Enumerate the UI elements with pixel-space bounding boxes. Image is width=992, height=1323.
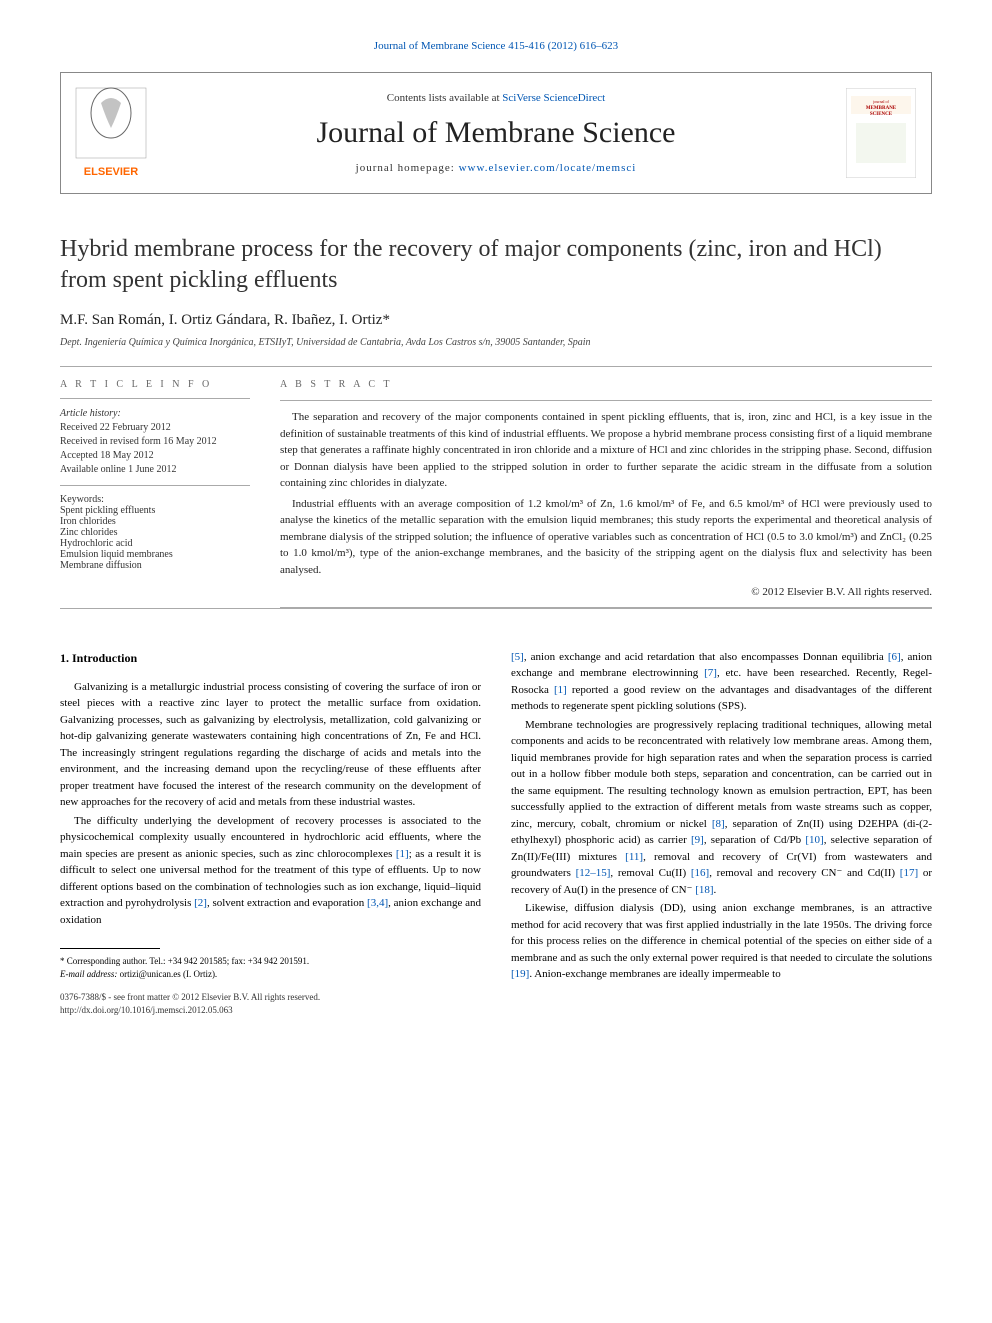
reference-link[interactable]: [10] <box>805 834 823 846</box>
reference-link[interactable]: [12–15] <box>576 867 611 879</box>
doi-line: http://dx.doi.org/10.1016/j.memsci.2012.… <box>60 1004 481 1018</box>
reference-link[interactable]: [5] <box>511 651 524 663</box>
history-accepted: Accepted 18 May 2012 <box>60 449 250 463</box>
svg-text:MEMBRANE: MEMBRANE <box>866 106 897 111</box>
header-center: Contents lists available at SciVerse Sci… <box>161 73 831 193</box>
abstract-p1: The separation and recovery of the major… <box>280 409 932 492</box>
journal-reference: Journal of Membrane Science 415-416 (201… <box>60 40 932 52</box>
reference-link[interactable]: [16] <box>691 867 709 879</box>
section-heading: 1. Introduction <box>60 649 481 667</box>
divider <box>60 398 250 399</box>
reference-link[interactable]: [9] <box>691 834 704 846</box>
bottom-info: 0376-7388/$ - see front matter © 2012 El… <box>60 991 481 1018</box>
divider <box>60 608 932 609</box>
history-revised: Received in revised form 16 May 2012 <box>60 435 250 449</box>
history-online: Available online 1 June 2012 <box>60 463 250 477</box>
sciencedirect-link[interactable]: SciVerse ScienceDirect <box>502 92 605 104</box>
history-label: Article history: <box>60 407 250 421</box>
abstract-copyright: © 2012 Elsevier B.V. All rights reserved… <box>280 584 932 601</box>
authors: M.F. San Román, I. Ortiz Gándara, R. Iba… <box>60 312 932 329</box>
divider <box>60 366 932 367</box>
history-received: Received 22 February 2012 <box>60 421 250 435</box>
svg-text:ELSEVIER: ELSEVIER <box>84 166 138 178</box>
reference-link[interactable]: [11] <box>625 851 643 863</box>
reference-link[interactable]: [18] <box>695 884 713 896</box>
footnote: * Corresponding author. Tel.: +34 942 20… <box>60 955 481 980</box>
corresponding-author: * Corresponding author. Tel.: +34 942 20… <box>60 955 481 968</box>
elsevier-logo: ELSEVIER <box>61 73 161 193</box>
journal-name: Journal of Membrane Science <box>181 116 811 150</box>
keyword: Spent pickling effluents <box>60 505 250 516</box>
keyword: Zinc chlorides <box>60 527 250 538</box>
abstract-column: A B S T R A C T The separation and recov… <box>280 379 932 608</box>
affiliation: Dept. Ingeniería Química y Química Inorg… <box>60 337 932 348</box>
keyword: Iron chlorides <box>60 516 250 527</box>
svg-text:SCIENCE: SCIENCE <box>870 112 893 117</box>
reference-link[interactable]: [2] <box>194 897 207 909</box>
keywords-label: Keywords: <box>60 494 250 505</box>
email-person: (I. Ortiz). <box>181 969 217 979</box>
left-column: 1. Introduction Galvanizing is a metallu… <box>60 649 481 1018</box>
abstract-text: The separation and recovery of the major… <box>280 409 932 601</box>
email-label: E-mail address: <box>60 969 120 979</box>
reference-link[interactable]: [17] <box>900 867 918 879</box>
homepage-label: journal homepage: <box>356 162 459 174</box>
reference-link[interactable]: [1] <box>554 684 567 696</box>
body-paragraph: [5], anion exchange and acid retardation… <box>511 649 932 715</box>
email-address: ortizi@unican.es <box>120 969 181 979</box>
journal-cover-thumbnail: journal of MEMBRANE SCIENCE <box>831 73 931 193</box>
reference-link[interactable]: [7] <box>704 667 717 679</box>
article-info-column: A R T I C L E I N F O Article history: R… <box>60 379 250 608</box>
abstract-heading: A B S T R A C T <box>280 379 932 390</box>
reference-link[interactable]: [19] <box>511 968 529 980</box>
article-info-heading: A R T I C L E I N F O <box>60 379 250 390</box>
right-column: [5], anion exchange and acid retardation… <box>511 649 932 1018</box>
reference-link[interactable]: [1] <box>396 848 409 860</box>
header-box: ELSEVIER Contents lists available at Sci… <box>60 72 932 194</box>
email-line: E-mail address: ortizi@unican.es (I. Ort… <box>60 968 481 981</box>
divider <box>280 400 932 401</box>
body-paragraph: Membrane technologies are progressively … <box>511 717 932 899</box>
issn-line: 0376-7388/$ - see front matter © 2012 El… <box>60 991 481 1005</box>
keyword: Hydrochloric acid <box>60 538 250 549</box>
body-paragraph: The difficulty underlying the developmen… <box>60 813 481 929</box>
body-columns: 1. Introduction Galvanizing is a metallu… <box>60 649 932 1018</box>
contents-text: Contents lists available at <box>387 92 502 104</box>
abstract-p2: Industrial effluents with an average com… <box>280 496 932 579</box>
info-abstract-row: A R T I C L E I N F O Article history: R… <box>60 379 932 608</box>
homepage-link[interactable]: www.elsevier.com/locate/memsci <box>459 162 637 174</box>
contents-line: Contents lists available at SciVerse Sci… <box>181 92 811 104</box>
body-paragraph: Likewise, diffusion dialysis (DD), using… <box>511 900 932 983</box>
body-paragraph: Galvanizing is a metallurgic industrial … <box>60 679 481 811</box>
keyword: Membrane diffusion <box>60 560 250 571</box>
keyword: Emulsion liquid membranes <box>60 549 250 560</box>
keywords-block: Keywords: Spent pickling effluents Iron … <box>60 494 250 571</box>
history-block: Article history: Received 22 February 20… <box>60 407 250 486</box>
homepage-line: journal homepage: www.elsevier.com/locat… <box>181 162 811 174</box>
divider <box>280 607 932 608</box>
reference-link[interactable]: [8] <box>712 818 725 830</box>
footnote-separator <box>60 948 160 949</box>
reference-link[interactable]: [6] <box>888 651 901 663</box>
article-title: Hybrid membrane process for the recovery… <box>60 234 932 296</box>
svg-text:journal of: journal of <box>872 99 889 104</box>
reference-link[interactable]: [3,4] <box>367 897 388 909</box>
